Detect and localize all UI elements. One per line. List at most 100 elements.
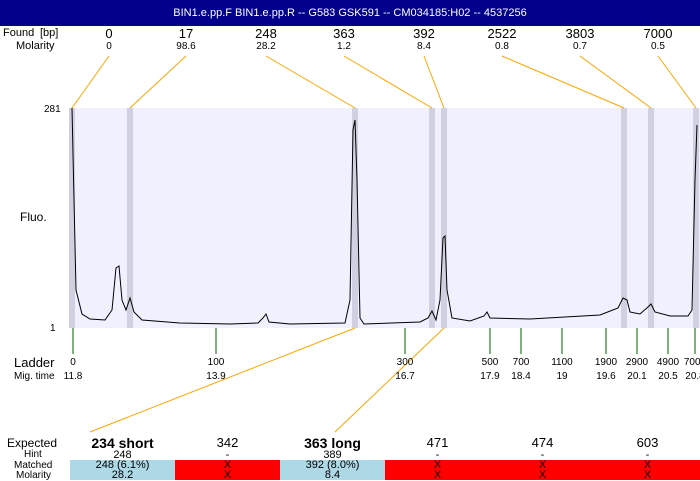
ladder-size: 7000: [683, 357, 700, 368]
peak-connector: [71, 55, 110, 109]
fluorescence-trace: [71, 107, 698, 325]
ladder-size: 4900: [656, 357, 680, 368]
peak-molarity: 98.6: [176, 41, 196, 52]
molarity-value: 8.4: [324, 469, 341, 481]
peak-band: [127, 108, 133, 328]
peak-size: 248: [255, 26, 277, 41]
expected-size: 603: [636, 435, 659, 450]
molarity-row-label: Molarity: [16, 470, 52, 481]
expected-size: 342: [216, 435, 239, 450]
ladder-time: 20.5: [658, 371, 678, 382]
matched-value: X: [643, 459, 652, 471]
peak-connector: [657, 55, 697, 109]
hint-value: 248: [113, 449, 132, 461]
fluo-label: Fluo.: [20, 210, 47, 224]
ladder-time: 20.8: [685, 371, 700, 382]
peak-band: [693, 108, 699, 328]
peak-connector: [129, 55, 187, 109]
ladder-time: 19: [556, 371, 568, 382]
ladder-time: 18.4: [511, 371, 531, 382]
peak-connector: [501, 55, 625, 109]
ladder-size: 100: [207, 357, 225, 368]
match-cell: [595, 460, 700, 480]
hint-label: Hint: [24, 449, 42, 460]
connector-363-long: [334, 327, 445, 433]
matched-value: 248 (6.1%): [95, 459, 150, 471]
ladder-time: 13.9: [206, 371, 226, 382]
molarity-value: X: [643, 469, 652, 481]
migtime-label: Mig. time: [14, 371, 55, 382]
expected-size: 234 short: [91, 435, 154, 451]
match-cell: [490, 460, 595, 480]
peak-molarity: 0.7: [573, 41, 587, 52]
plot-area: [70, 108, 700, 328]
peak-connector: [265, 55, 356, 109]
peak-connector: [343, 55, 433, 109]
peak-molarity: 0: [106, 41, 112, 52]
peak-size: 2522: [487, 26, 517, 41]
peak-size: 392: [413, 26, 435, 41]
peak-size: 0: [105, 26, 113, 41]
hint-value: -: [225, 449, 230, 461]
molarity-value: X: [223, 469, 232, 481]
ladder-size: 700: [512, 357, 530, 368]
ladder-size: 2900: [625, 357, 649, 368]
hint-value: -: [435, 449, 440, 461]
ladder-label: Ladder: [14, 355, 55, 370]
hint-value: 389: [323, 449, 342, 461]
ladder-time: 20.1: [627, 371, 647, 382]
peak-molarity: 8.4: [417, 41, 431, 52]
ladder-size: 1900: [594, 357, 618, 368]
matched-value: 392 (8.0%): [305, 459, 360, 471]
peak-band: [441, 108, 447, 328]
match-cell: [70, 460, 175, 480]
peak-molarity: 1.2: [337, 41, 351, 52]
matched-label: Matched: [14, 460, 53, 471]
y-min-label: 1: [50, 323, 56, 334]
ladder-size: 300: [396, 357, 414, 368]
hint-value: -: [540, 449, 545, 461]
match-cell: [175, 460, 280, 480]
molarity-value: 28.2: [111, 469, 134, 481]
match-cell: [280, 460, 385, 480]
hint-value: -: [645, 449, 650, 461]
peak-molarity: 0.5: [651, 41, 665, 52]
peak-molarity: 28.2: [256, 41, 276, 52]
peak-size: 3803: [565, 26, 595, 41]
molarity-value: X: [433, 469, 442, 481]
matched-value: X: [538, 459, 547, 471]
molarity-value: X: [538, 469, 547, 481]
ladder-size: 0: [70, 357, 76, 368]
molarity-label: Molarity: [16, 40, 55, 52]
expected-size: 474: [531, 435, 554, 450]
peak-connector: [579, 55, 652, 109]
peak-size: 363: [333, 26, 355, 41]
matched-value: X: [223, 459, 232, 471]
peak-band: [352, 108, 358, 328]
found-label: Found: [3, 27, 35, 39]
ladder-size: 500: [481, 357, 499, 368]
connector-234-short: [89, 327, 356, 433]
peak-band: [621, 108, 627, 328]
expected-size: 471: [426, 435, 449, 450]
peak-connector: [423, 55, 445, 109]
peak-band: [429, 108, 435, 328]
ladder-time: 19.6: [596, 371, 616, 382]
ladder-time: 11.8: [63, 371, 83, 382]
peak-molarity: 0.8: [495, 41, 509, 52]
ladder-time: 16.7: [395, 371, 415, 382]
match-cell: [385, 460, 490, 480]
window-title: BIN1.e.pp.F BIN1.e.pp.R -- G583 GSK591 -…: [0, 0, 700, 26]
expected-size: 363 long: [304, 435, 361, 451]
ladder-time: 17.9: [480, 371, 500, 382]
peak-size: 17: [178, 26, 194, 41]
expected-label: Expected: [7, 436, 58, 450]
size-label: [bp]: [40, 27, 59, 39]
peak-band: [69, 108, 75, 328]
matched-value: X: [433, 459, 442, 471]
ladder-size: 1100: [551, 357, 573, 368]
peak-band: [648, 108, 654, 328]
y-max-label: 281: [44, 104, 61, 115]
peak-size: 7000: [643, 26, 673, 41]
